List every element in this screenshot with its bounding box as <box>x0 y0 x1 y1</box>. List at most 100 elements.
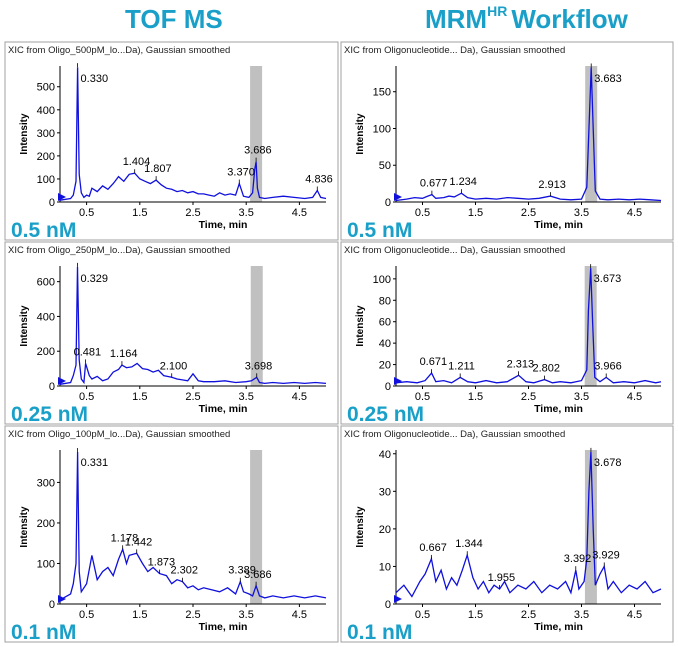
start-marker <box>58 193 66 201</box>
peak-label: 1.211 <box>448 360 475 372</box>
y-tick-label: 100 <box>37 558 55 570</box>
column-title-superscript: HR <box>487 3 508 20</box>
x-axis-label: Time, min <box>199 621 248 633</box>
y-axis-label: Intensity <box>355 506 366 548</box>
y-tick-label: 100 <box>373 274 391 286</box>
y-tick-label: 150 <box>373 87 391 99</box>
x-tick-label: 2.5 <box>521 207 536 219</box>
column-title-mrm-workflow: MRMHR Workflow <box>425 3 628 35</box>
panel-border <box>4 241 339 425</box>
peak-label: 1.442 <box>125 536 153 548</box>
peak-label: 1.178 <box>111 532 139 544</box>
peak-label: 3.686 <box>244 569 272 581</box>
concentration-label: 0.5 nM <box>11 219 76 242</box>
highlight-band <box>250 66 263 202</box>
x-tick-label: 4.5 <box>292 391 307 403</box>
chart-title: XIC from Oligo_250pM_lo...Da), Gaussian … <box>8 245 230 256</box>
column-title-main: MRM <box>425 4 488 34</box>
x-tick-label: 3.5 <box>574 391 589 403</box>
x-tick-label: 3.5 <box>239 391 254 403</box>
peak-label: 1.164 <box>110 348 138 360</box>
column-title-rest: Workflow <box>511 4 628 34</box>
y-tick-label: 300 <box>37 477 55 489</box>
y-tick-label: 200 <box>37 518 55 530</box>
y-tick-label: 0 <box>49 381 55 393</box>
peak-label: 2.913 <box>538 179 566 191</box>
y-tick-label: 100 <box>37 174 55 186</box>
peak-label: 3.389 <box>228 565 256 577</box>
chart-panel-1: XIC from Oligo_500pM_lo...Da), Gaussian … <box>4 41 339 242</box>
y-tick-label: 500 <box>37 82 55 94</box>
x-tick-label: 3.5 <box>239 609 254 621</box>
panel-border <box>340 241 674 425</box>
chart-panel-2: XIC from Oligonucleotide... Da), Gaussia… <box>340 41 674 242</box>
concentration-label: 0.5 nM <box>347 219 412 242</box>
highlight-band <box>250 266 263 386</box>
panel-border <box>4 41 339 241</box>
y-tick-label: 20 <box>379 360 391 372</box>
x-tick-label: 3.5 <box>574 207 589 219</box>
chart-title: XIC from Oligonucleotide... Da), Gaussia… <box>344 245 565 256</box>
concentration-label: 0.25 nM <box>11 403 88 426</box>
peak-label: 1.807 <box>144 163 172 175</box>
peak-label: 3.678 <box>594 457 622 469</box>
x-tick-label: 0.5 <box>415 207 430 219</box>
chart-title: XIC from Oligo_100pM_lo...Da), Gaussian … <box>8 429 230 440</box>
y-tick-label: 400 <box>37 105 55 117</box>
chart-title: XIC from Oligo_500pM_lo...Da), Gaussian … <box>8 45 230 56</box>
chart-panel-6: XIC from Oligonucleotide... Da), Gaussia… <box>340 425 674 644</box>
y-tick-label: 200 <box>37 151 55 163</box>
column-title-tof-ms: TOF MS <box>125 4 223 35</box>
chart-panel-3: XIC from Oligo_250pM_lo...Da), Gaussian … <box>4 241 339 426</box>
peak-label: 0.677 <box>420 178 448 190</box>
peak-label: 2.302 <box>170 565 198 577</box>
x-tick-label: 1.5 <box>132 207 147 219</box>
x-tick-label: 0.5 <box>79 609 94 621</box>
start-marker <box>394 193 402 201</box>
start-marker <box>58 595 66 603</box>
y-tick-label: 0 <box>385 197 391 209</box>
x-axis-label: Time, min <box>199 403 248 415</box>
x-tick-label: 1.5 <box>468 609 483 621</box>
y-tick-label: 60 <box>379 317 391 329</box>
peak-label: 1.873 <box>148 557 176 569</box>
y-tick-label: 0 <box>49 197 55 209</box>
x-tick-label: 1.5 <box>132 609 147 621</box>
peak-label: 1.344 <box>455 538 483 550</box>
start-marker <box>394 377 402 385</box>
peak-label: 4.836 <box>305 173 333 185</box>
x-tick-label: 0.5 <box>415 391 430 403</box>
peak-label: 3.683 <box>594 73 622 85</box>
y-tick-label: 80 <box>379 295 391 307</box>
peak-label: 1.404 <box>123 156 151 168</box>
y-tick-label: 50 <box>379 160 391 172</box>
peak-label: 0.330 <box>81 73 109 85</box>
peak-label: 0.329 <box>81 273 109 285</box>
y-tick-label: 30 <box>379 486 391 498</box>
peak-label: 2.100 <box>160 360 188 372</box>
chromatogram-trace <box>395 451 662 598</box>
y-axis-label: Intensity <box>19 113 30 155</box>
peak-label: 3.673 <box>594 273 622 285</box>
peak-label: 1.955 <box>488 572 516 584</box>
start-marker <box>394 595 402 603</box>
concentration-label: 0.25 nM <box>347 403 424 426</box>
highlight-band <box>250 450 263 604</box>
y-tick-label: 200 <box>37 346 55 358</box>
x-tick-label: 2.5 <box>185 609 200 621</box>
y-tick-label: 40 <box>379 338 391 350</box>
y-axis-label: Intensity <box>355 305 366 347</box>
x-axis-label: Time, min <box>534 219 583 231</box>
x-tick-label: 4.5 <box>627 207 642 219</box>
x-tick-label: 0.5 <box>415 609 430 621</box>
x-tick-label: 1.5 <box>468 391 483 403</box>
x-tick-label: 0.5 <box>79 391 94 403</box>
y-tick-label: 10 <box>379 561 391 573</box>
peak-label: 0.331 <box>81 457 109 469</box>
chart-title: XIC from Oligonucleotide... Da), Gaussia… <box>344 45 565 56</box>
x-axis-label: Time, min <box>199 219 248 231</box>
peak-label: 3.370 <box>227 167 255 179</box>
x-tick-label: 4.5 <box>627 609 642 621</box>
x-tick-label: 4.5 <box>292 609 307 621</box>
